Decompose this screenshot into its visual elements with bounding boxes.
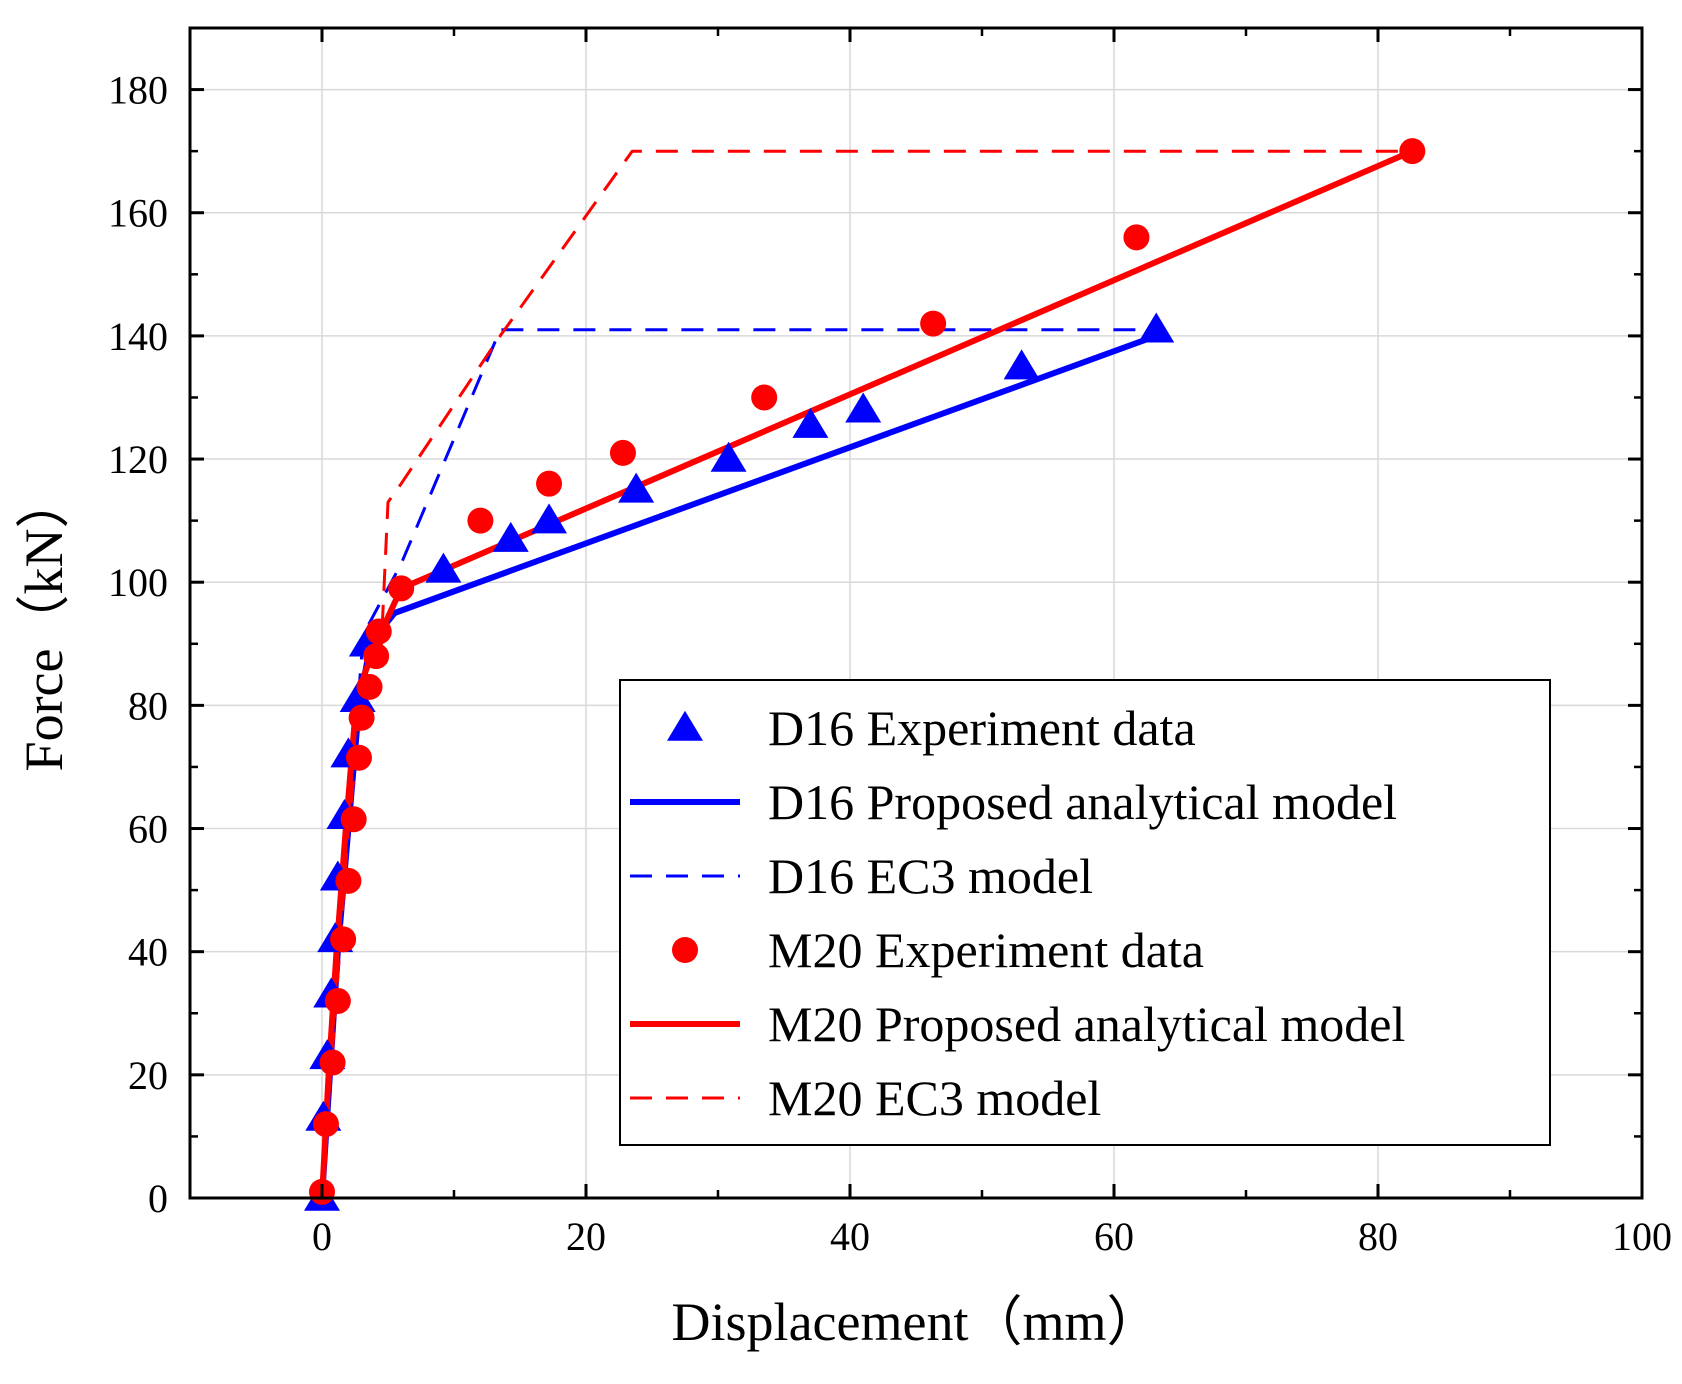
m20-experiment-data-point: [609, 439, 636, 466]
x-axis-title: Displacement（mm）: [672, 1292, 1161, 1352]
y-tick-label: 120: [108, 437, 168, 482]
legend-label: D16 Experiment data: [768, 700, 1196, 756]
series-m20-ec3-model: [320, 149, 1413, 1199]
axis-ticks: 0 20 40 60 80 100 0 20 40 60 80 100 120 140 160 180: [108, 28, 1672, 1259]
plot-frame: [188, 26, 1644, 1200]
y-tick-label: 80: [128, 683, 168, 728]
d16-experiment-data-point: [492, 521, 529, 552]
legend-label: M20 EC3 model: [768, 1070, 1101, 1126]
m20-experiment-data-point: [388, 575, 415, 602]
y-tick-label: 60: [128, 807, 168, 852]
m20-experiment-data-point: [1399, 138, 1426, 165]
m20-experiment-data-point: [920, 310, 947, 337]
d16-experiment-data-point: [845, 392, 882, 423]
x-tick-label: 60: [1094, 1214, 1134, 1259]
x-tick-label: 80: [1358, 1214, 1398, 1259]
x-tick-label: 100: [1612, 1214, 1672, 1259]
m20-experiment-data-point: [335, 867, 362, 894]
d16-experiment-data-point: [425, 552, 462, 583]
m20-ec3-model-line: [320, 149, 1413, 1199]
y-tick-label: 160: [108, 191, 168, 236]
y-tick-label: 40: [128, 930, 168, 975]
d16-experiment-data-point: [1138, 312, 1175, 343]
legend: D16 Experiment data D16 Proposed analytic…: [619, 679, 1551, 1146]
d16-experiment-data-point: [339, 681, 376, 712]
m20-experiment-data-point: [467, 507, 494, 534]
y-tick-label: 100: [108, 560, 168, 605]
legend-label: D16 Proposed analytical model: [768, 774, 1397, 830]
y-tick-label: 140: [108, 314, 168, 359]
m20-experiment-data-point: [363, 643, 390, 670]
legend-label: M20 Proposed analytical model: [768, 996, 1405, 1052]
plot-series: [304, 138, 1426, 1211]
d16-experiment-data-point: [792, 407, 829, 438]
m20-experiment-data-point: [356, 673, 383, 700]
m20-experiment-data-point: [324, 987, 351, 1014]
y-tick-label: 180: [108, 68, 168, 113]
d16-experiment-data-point: [1003, 349, 1040, 380]
legend-box: [619, 679, 1551, 1146]
x-tick-label: 40: [830, 1214, 870, 1259]
m20-experiment-data-point: [1123, 224, 1150, 251]
m20-experiment-data-point: [348, 704, 375, 731]
m20-experiment-data-point: [340, 806, 367, 833]
m20-experiment-data-point: [345, 744, 372, 771]
d16-experiment-data-point: [618, 472, 655, 503]
d16-experiment-data-point: [710, 441, 747, 472]
d16-experiment-data-point: [531, 503, 568, 534]
x-tick-label: 20: [566, 1214, 606, 1259]
legend-label: D16 EC3 model: [768, 848, 1093, 904]
m20-experiment-data-point: [330, 926, 357, 953]
m20-experiment-data-point: [312, 1111, 339, 1138]
m20-experiment-data-point: [319, 1049, 346, 1076]
m20-experiment-data-point: [536, 470, 563, 497]
legend-label: M20 Experiment data: [768, 922, 1204, 978]
y-tick-label: 0: [148, 1176, 168, 1221]
series-m20-experiment-data: [309, 138, 1426, 1205]
m20-experiment-data-point: [365, 618, 392, 645]
y-tick-label: 20: [128, 1053, 168, 1098]
legend-symbol-d16-experiment-data: [667, 710, 703, 741]
x-tick-label: 0: [312, 1214, 332, 1259]
y-axis-title: Force（kN）: [14, 475, 74, 772]
m20-experiment-data-point: [751, 384, 778, 411]
legend-symbol-m20-experiment-data: [672, 937, 698, 963]
